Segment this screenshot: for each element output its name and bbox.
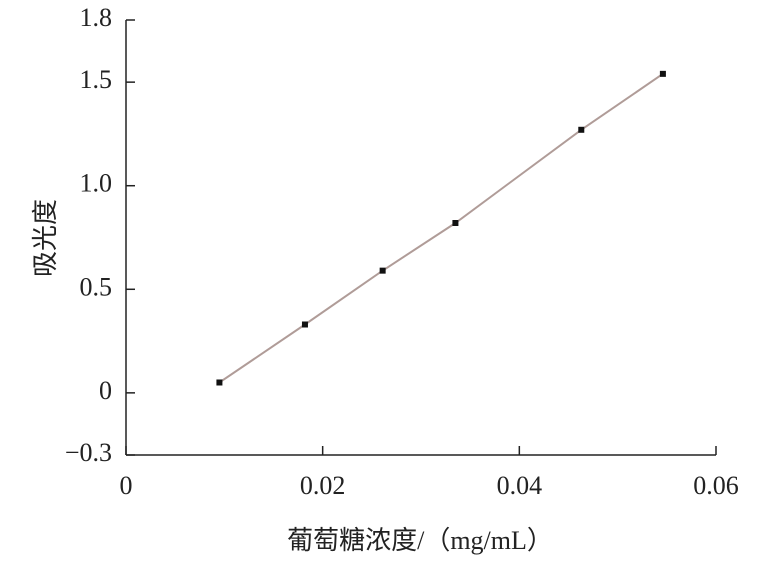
y-tick-label: −0.3 bbox=[65, 438, 112, 467]
y-tick-label: 1.5 bbox=[80, 65, 113, 94]
y-tick-label: 0.5 bbox=[80, 272, 113, 301]
point bbox=[452, 220, 459, 226]
y-axis-label: 吸光度 bbox=[31, 199, 60, 277]
point bbox=[301, 321, 308, 328]
x-axis-label: 葡萄糖浓度/（mg/mL） bbox=[287, 526, 553, 555]
point bbox=[578, 126, 585, 133]
x-tick-label: 0.04 bbox=[497, 471, 543, 500]
series-line bbox=[218, 73, 664, 384]
point bbox=[216, 379, 223, 386]
y-tick-label: 0 bbox=[99, 376, 112, 405]
x-tick-label: 0.06 bbox=[693, 471, 739, 500]
x-tick-label: 0.02 bbox=[300, 471, 346, 500]
x-tick-label: 0 bbox=[120, 471, 133, 500]
y-tick-label: 1.8 bbox=[80, 3, 113, 32]
point bbox=[659, 70, 666, 77]
y-tick-label: 1.0 bbox=[80, 169, 113, 198]
point bbox=[379, 267, 386, 274]
